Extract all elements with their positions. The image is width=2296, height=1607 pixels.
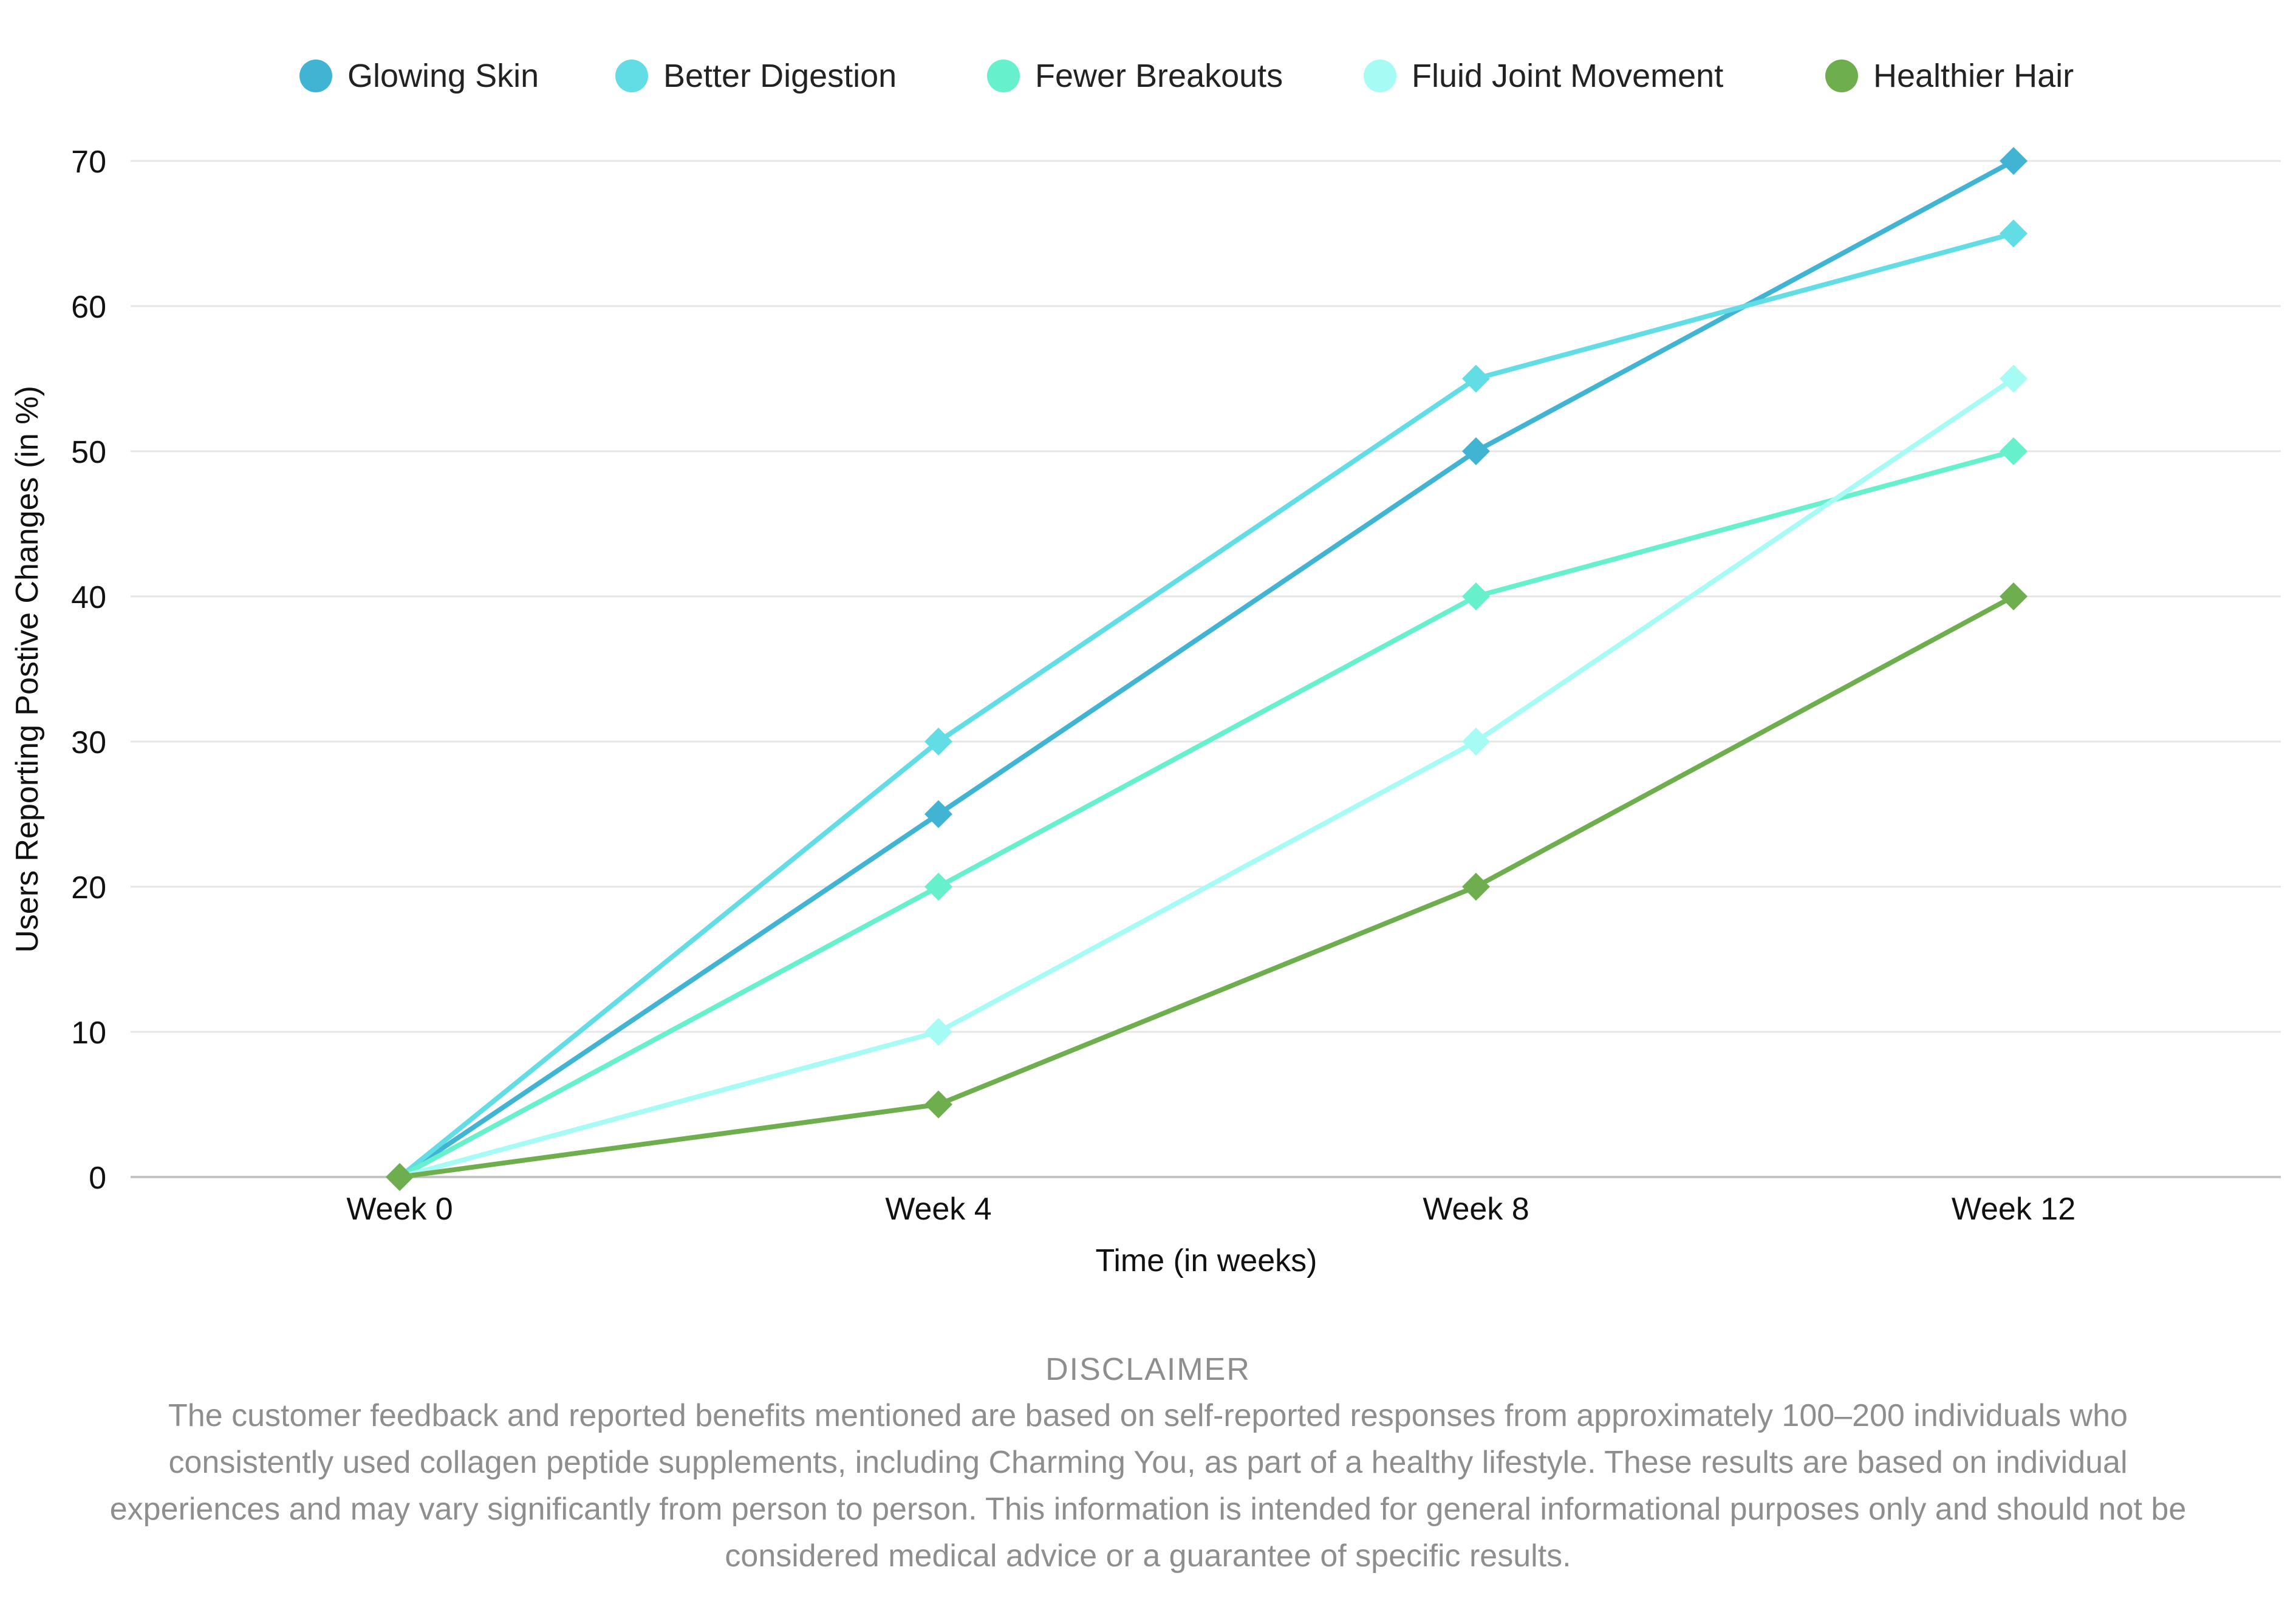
chart-gridlines [131,160,2281,1178]
data-point-glowing-skin [924,800,952,828]
y-tick-label: 20 [71,870,106,906]
data-point-fewer-breakouts [2000,437,2028,465]
disclaimer-section: DISCLAIMER The customer feedback and rep… [61,1351,2235,1580]
data-point-healthier-hair [1462,873,1490,901]
legend-swatch [299,60,332,92]
series-line-better-digestion [397,231,2016,1179]
data-point-fewer-breakouts [1462,582,1490,610]
y-tick-label: 0 [89,1161,106,1196]
legend-swatch [615,60,648,92]
y-tick-label: 30 [71,725,106,760]
legend-item-glowing-skin: Glowing Skin [299,58,539,94]
data-point-better-digestion [2000,219,2028,248]
y-tick-label: 60 [71,290,106,325]
data-point-healthier-hair [2000,582,2028,610]
legend-item-better-digestion: Better Digestion [615,58,897,94]
disclaimer-title: DISCLAIMER [1045,1352,1251,1387]
legend-swatch [1364,60,1396,92]
data-point-better-digestion [924,728,952,756]
series-line-fewer-breakouts [397,449,2016,1179]
data-point-healthier-hair [386,1163,414,1191]
data-point-better-digestion [1462,364,1490,393]
x-tick-label: Week 0 [346,1192,453,1227]
data-point-fluid-joint-movement [2000,364,2028,393]
series-markers [386,147,2028,1191]
chart-legend: Glowing Skin Better Digestion Fewer Breako… [299,58,2074,94]
legend-item-healthier-hair: Healthier Hair [1825,58,2074,94]
y-axis-title: Users Reporting Postive Changes (in %) [10,386,45,953]
y-axis-ticks: 0 10 20 30 40 50 60 70 [71,145,106,1196]
y-tick-label: 70 [71,145,106,180]
data-point-healthier-hair [924,1090,952,1119]
data-point-glowing-skin [1462,437,1490,465]
series-line-healthier-hair [397,594,2016,1179]
series-line-fluid-joint-movement [397,376,2016,1179]
x-tick-label: Week 8 [1423,1192,1529,1227]
x-axis-ticks: Week 0 Week 4 Week 8 Week 12 [346,1192,2076,1227]
disclaimer-text: The customer feedback and reported benef… [109,1398,2187,1574]
line-chart: Glowing Skin Better Digestion Fewer Breako… [10,58,2281,1278]
y-tick-label: 40 [71,580,106,615]
series-line-glowing-skin [397,159,2016,1179]
data-point-glowing-skin [2000,147,2028,175]
x-tick-label: Week 4 [885,1192,991,1227]
x-tick-label: Week 12 [1952,1192,2076,1227]
legend-label: Better Digestion [663,58,897,94]
legend-label: Healthier Hair [1873,58,2074,94]
data-point-fluid-joint-movement [924,1018,952,1046]
x-axis-title: Time (in weeks) [1095,1243,1317,1278]
series-lines [397,159,2016,1179]
data-point-fewer-breakouts [924,873,952,901]
y-tick-label: 10 [71,1015,106,1051]
legend-label: Fewer Breakouts [1035,58,1283,94]
legend-item-fluid-joint-movement: Fluid Joint Movement [1364,58,1723,94]
legend-label: Fluid Joint Movement [1412,58,1723,94]
legend-swatch [987,60,1020,92]
legend-swatch [1825,60,1858,92]
legend-label: Glowing Skin [347,58,539,94]
data-point-fluid-joint-movement [1462,728,1490,756]
y-tick-label: 50 [71,435,106,470]
legend-item-fewer-breakouts: Fewer Breakouts [987,58,1283,94]
